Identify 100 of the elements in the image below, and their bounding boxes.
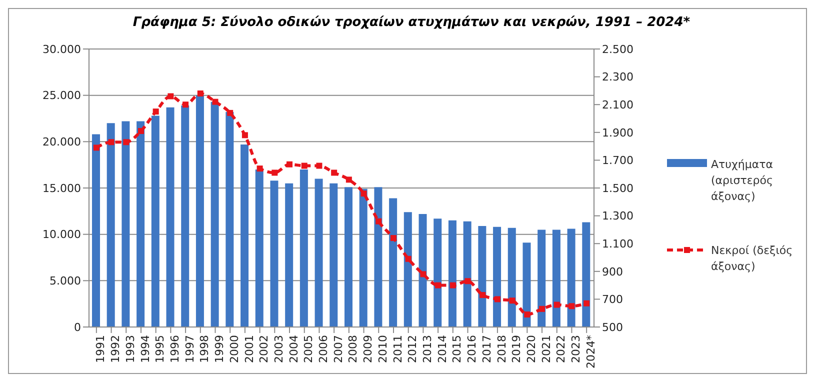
bar [314, 178, 323, 327]
point [197, 90, 204, 96]
point [539, 306, 546, 312]
bar [389, 198, 398, 327]
point [584, 300, 590, 306]
point [435, 282, 442, 288]
point [108, 139, 114, 146]
x-tick-label: 2009 [362, 335, 375, 363]
x-tick-label: 2006 [317, 335, 330, 363]
y2-tick-label: 1.300 [602, 210, 634, 223]
point [480, 292, 486, 298]
bar [374, 187, 382, 327]
x-tick-label: 1995 [154, 335, 167, 363]
y2-tick-label: 500 [602, 320, 623, 334]
point [152, 108, 159, 115]
x-tick-label: 2007 [332, 335, 345, 363]
bar [463, 221, 472, 327]
x-tick-label: 2015 [450, 335, 464, 363]
bar [196, 95, 204, 327]
legend-label: Νεκροί (δεξιός άξονας) [711, 243, 794, 275]
x-tick-label: 1997 [183, 335, 196, 363]
bar [538, 230, 546, 327]
y-tick-label: 30.000 [42, 42, 81, 56]
x-tick-label: 1991 [94, 335, 108, 363]
bar [106, 123, 115, 327]
bar [508, 228, 516, 327]
x-tick-label: 2010 [376, 335, 390, 363]
point [123, 139, 130, 146]
y2-tick-label: 2.300 [602, 70, 634, 84]
y2-tick-label: 1.700 [602, 154, 634, 168]
legend-label: Ατυχήματα (αριστερός άξονας) [711, 157, 774, 205]
x-tick-label: 2011 [391, 335, 404, 363]
bar [92, 134, 100, 327]
y-tick-label: 20.000 [42, 136, 81, 149]
chart-title: Γράφημα 5: Σύνολο οδικών τροχαίων ατυχημάτων και νεκρών, 1991 – 2024* [132, 15, 692, 30]
x-tick-label: 2020 [524, 335, 538, 363]
bar [330, 183, 338, 327]
bar [567, 228, 576, 327]
x-tick-label: 2001 [242, 335, 256, 363]
point [182, 102, 189, 108]
x-tick-label: 2005 [302, 335, 316, 363]
point [346, 176, 352, 183]
point [509, 298, 516, 304]
x-tick-label: 2022 [554, 335, 568, 363]
x-tick-label: 1992 [109, 335, 122, 363]
x-tick-label: 2016 [466, 335, 479, 363]
x-tick-label: 2018 [495, 335, 508, 363]
bar [226, 112, 234, 327]
y2-tick-label: 900 [602, 265, 623, 278]
y2-tick-label: 2.100 [602, 98, 634, 112]
x-tick-label: 2017 [480, 335, 494, 363]
point [450, 282, 456, 288]
point [554, 302, 560, 308]
point [212, 98, 218, 105]
bar [359, 188, 368, 327]
y-tick-label: 5.000 [50, 274, 81, 288]
point [568, 303, 575, 310]
y2-tick-label: 700 [602, 293, 623, 306]
bar [240, 144, 249, 327]
point [524, 311, 530, 318]
x-tick-label: 1999 [213, 335, 226, 363]
x-tick-label: 2000 [228, 335, 241, 363]
x-tick-label: 1993 [124, 335, 137, 363]
bar [300, 169, 308, 327]
point [256, 166, 263, 172]
point [390, 235, 396, 242]
point [242, 132, 248, 138]
x-tick-label: 2019 [510, 335, 524, 363]
x-tick-label: 2003 [272, 335, 286, 363]
point [405, 256, 412, 262]
point [464, 278, 471, 284]
point [420, 271, 426, 278]
point [301, 162, 308, 169]
x-tick-label: 2014 [436, 335, 449, 363]
bar [404, 212, 412, 327]
bar [478, 226, 486, 327]
y2-tick-label: 2.500 [602, 42, 634, 56]
bar [210, 102, 219, 327]
bar [270, 180, 278, 327]
y2-tick-label: 1.500 [602, 182, 634, 195]
point [316, 162, 322, 169]
x-tick-label: 2024* [584, 334, 598, 368]
point [494, 296, 500, 302]
bar [582, 222, 590, 327]
x-tick-label: 2004 [287, 335, 300, 363]
point [360, 190, 367, 197]
bar [285, 183, 294, 327]
point [272, 170, 278, 176]
y2-tick-label: 1.100 [602, 238, 634, 251]
x-tick-label: 2013 [421, 335, 434, 363]
bar [344, 187, 352, 327]
point [376, 218, 382, 224]
y-tick-label: 15.000 [42, 182, 81, 195]
x-tick-label: 2012 [406, 335, 420, 363]
bar [434, 218, 442, 327]
y-tick-label: 25.000 [42, 89, 81, 102]
bar [418, 214, 427, 327]
bar [122, 121, 130, 327]
y2-tick-label: 1.900 [602, 126, 634, 140]
bar [166, 107, 174, 327]
